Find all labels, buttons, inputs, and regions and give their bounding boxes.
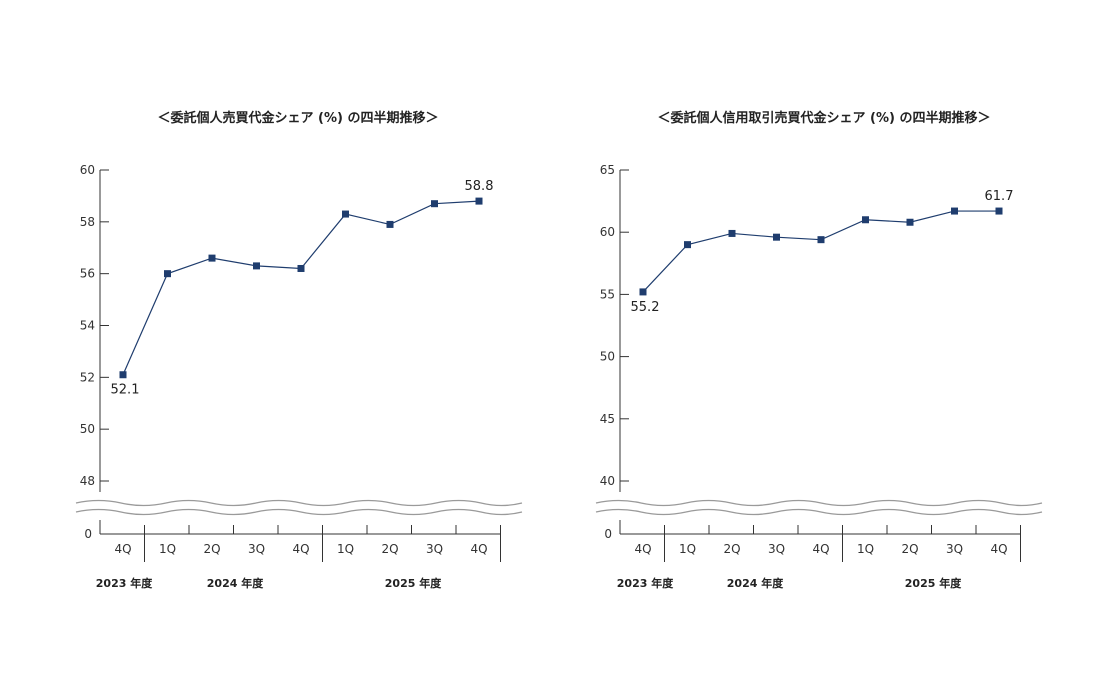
y-tick-label: 40: [600, 474, 615, 488]
data-point: [297, 264, 305, 272]
x-category-label: 4Q: [470, 542, 487, 556]
x-category-label: 1Q: [159, 542, 176, 556]
data-label: 55.2: [631, 300, 660, 315]
x-category-label: 4Q: [990, 542, 1007, 556]
y-tick-label: 45: [600, 412, 615, 426]
year-label: 2025 年度: [385, 576, 442, 590]
x-category-label: 3Q: [426, 542, 443, 556]
x-category-label: 1Q: [337, 542, 354, 556]
y-tick-label: 58: [80, 215, 95, 229]
x-category-label: 1Q: [857, 542, 874, 556]
data-point: [817, 236, 825, 244]
data-label: 61.7: [985, 189, 1014, 204]
chart2: 65 60 55 50 45 40 0 4Q 1Q 2Q 3Q 4Q 1Q 2Q 3Q 4Q 2023 年度 20…: [595, 163, 1043, 590]
y-tick-label: 52: [80, 370, 95, 384]
x-category-label: 1Q: [679, 542, 696, 556]
chart2-title: ＜委託個人信用取引売買代金シェア (%) の四半期推移＞: [658, 110, 991, 126]
data-point: [119, 371, 127, 379]
x-category-label: 3Q: [946, 542, 963, 556]
x-category-label: 4Q: [114, 542, 131, 556]
data-point: [164, 270, 171, 278]
y-tick-label: 60: [80, 163, 95, 177]
y-tick-label: 48: [80, 474, 95, 488]
x-category-label: 2Q: [203, 542, 220, 556]
data-point: [208, 254, 216, 262]
y-tick-label: 56: [80, 267, 95, 281]
series-line: [122, 200, 480, 375]
data-point: [951, 207, 958, 215]
y-tick-label: 65: [600, 163, 615, 177]
data-point: [253, 262, 260, 270]
y-tick-label: 50: [600, 350, 615, 364]
chart1-title: ＜委託個人売買代金シェア (%) の四半期推移＞: [158, 110, 439, 126]
x-category-label: 4Q: [634, 542, 651, 556]
data-point: [773, 233, 780, 241]
data-point: [386, 220, 394, 228]
y-zero-label: 0: [604, 527, 612, 541]
data-point: [475, 197, 483, 205]
y-tick-label: 54: [80, 319, 95, 333]
year-label: 2023 年度: [96, 576, 153, 590]
year-label: 2023 年度: [617, 576, 674, 590]
data-point: [862, 216, 869, 224]
axis-break-wave: [75, 508, 523, 516]
x-category-label: 4Q: [292, 542, 309, 556]
y-tick-label: 55: [600, 287, 615, 301]
year-label: 2024 年度: [207, 576, 264, 590]
x-category-label: 2Q: [901, 542, 918, 556]
data-point: [639, 288, 647, 296]
year-label: 2025 年度: [905, 576, 962, 590]
data-point: [684, 241, 691, 249]
data-point: [995, 207, 1003, 215]
series-line: [642, 210, 999, 293]
x-category-label: 2Q: [381, 542, 398, 556]
y-zero-label: 0: [84, 527, 92, 541]
data-label: 52.1: [111, 383, 140, 398]
chart1: 60 58 56 54 52 50 48 0 4Q 1Q 2Q 3Q 4Q 1Q 2Q 3Q 4Q 2023 年度…: [75, 163, 523, 590]
axis-break-wave: [595, 499, 1043, 507]
x-category-label: 3Q: [768, 542, 785, 556]
data-point: [906, 218, 914, 226]
axis-break-wave: [75, 499, 523, 507]
y-tick-label: 50: [80, 422, 95, 436]
data-point: [728, 229, 736, 237]
data-point: [342, 210, 349, 218]
x-category-label: 2Q: [723, 542, 740, 556]
year-label: 2024 年度: [727, 576, 784, 590]
data-label: 58.8: [465, 179, 494, 194]
x-category-label: 3Q: [248, 542, 265, 556]
axis-break-wave: [595, 508, 1043, 516]
data-point: [431, 200, 438, 208]
x-category-label: 4Q: [812, 542, 829, 556]
y-tick-label: 60: [600, 225, 615, 239]
